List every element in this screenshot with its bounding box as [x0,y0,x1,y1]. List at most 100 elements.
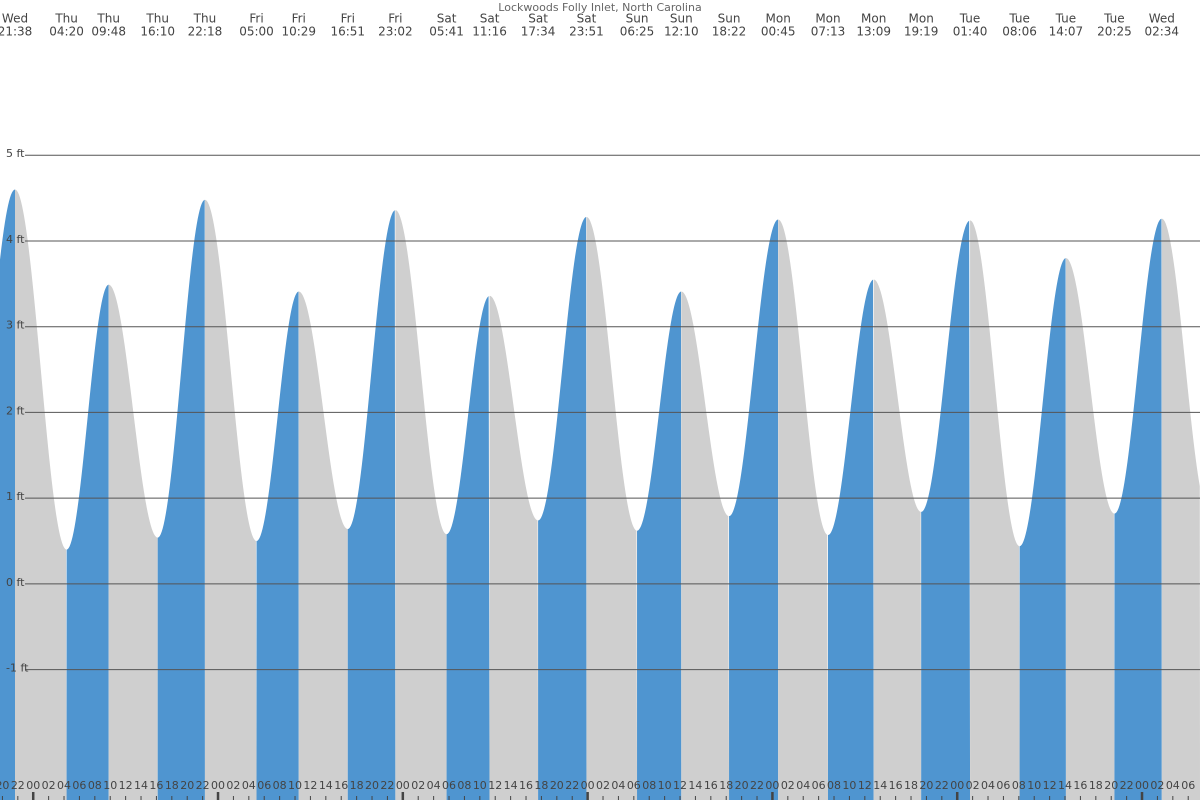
x-tick-label: 04 [1166,779,1180,792]
tide-segment [157,199,205,800]
extreme-time: 16:10 [140,25,175,39]
extreme-day: Fri [341,12,355,26]
x-tick-label: 02 [411,779,425,792]
x-tick-label: 02 [42,779,56,792]
x-tick-label: 00 [1135,779,1149,792]
x-tick-label: 10 [288,779,302,792]
x-tick-label: 04 [427,779,441,792]
extreme-day: Thu [193,12,217,26]
tide-segment [729,219,779,800]
x-tick-label: 00 [765,779,779,792]
x-tick-label: 14 [504,779,518,792]
x-tick-label: 22 [750,779,764,792]
extreme-time: 13:09 [856,25,891,39]
tide-segment [637,291,682,800]
x-tick-label: 14 [1058,779,1072,792]
x-tick-label: 00 [211,779,225,792]
x-tick-label: 06 [627,779,641,792]
tide-segment [538,216,587,800]
x-tick-label: 06 [72,779,86,792]
x-tick-label: 02 [596,779,610,792]
x-tick-label: 10 [473,779,487,792]
x-tick-label: 06 [257,779,271,792]
tide-segment [395,210,447,800]
extreme-day: Sun [670,12,693,26]
tide-segment [108,284,158,800]
tide-segment [298,291,348,800]
tide-segment [489,295,539,800]
x-tick-label: 16 [889,779,903,792]
x-tick-label: 20 [180,779,194,792]
extreme-time: 21:38 [0,25,32,39]
x-tick-label: 02 [1150,779,1164,792]
tide-segment [1019,258,1066,800]
extreme-day: Sat [437,12,457,26]
extreme-day: Mon [766,12,791,26]
x-tick-label: 18 [534,779,548,792]
x-tick-label: 04 [57,779,71,792]
extreme-time: 00:45 [761,25,796,39]
extreme-day: Sat [577,12,597,26]
x-tick-label: 06 [1181,779,1195,792]
extreme-day: Thu [96,12,120,26]
extreme-time: 10:29 [281,25,316,39]
y-tick-label: -1 ft [6,662,29,675]
x-tick-label: 22 [380,779,394,792]
x-tick-label: 20 [1104,779,1118,792]
x-tick-label: 12 [1043,779,1057,792]
x-tick-label: 00 [950,779,964,792]
tide-segment [256,291,299,800]
x-tick-label: 08 [1012,779,1026,792]
x-tick-label: 18 [719,779,733,792]
extreme-day: Wed [1149,12,1175,26]
x-tick-label: 16 [519,779,533,792]
x-tick-label: 08 [642,779,656,792]
tide-segment [1065,258,1115,800]
tide-segment [0,189,15,800]
extreme-day: Mon [861,12,886,26]
x-tick-label: 16 [149,779,163,792]
extreme-day: Tue [1103,12,1125,26]
extreme-time: 12:10 [664,25,699,39]
x-tick-label: 12 [303,779,317,792]
extreme-time: 04:20 [49,25,84,39]
x-tick-label: 22 [196,779,210,792]
extreme-day: Fri [249,12,263,26]
x-tick-label: 04 [796,779,810,792]
y-tick-label: 0 ft [6,576,25,589]
tide-segment [15,189,67,800]
x-tick-label: 04 [611,779,625,792]
x-tick-label: 12 [119,779,133,792]
x-tick-label: 02 [966,779,980,792]
extreme-day: Wed [2,12,28,26]
x-tick-label: 16 [334,779,348,792]
x-tick-label: 16 [1073,779,1087,792]
extreme-time: 01:40 [953,25,988,39]
tide-segment [970,220,1020,800]
extreme-day: Fri [388,12,402,26]
y-tick-label: 2 ft [6,404,25,417]
x-tick-label: 10 [842,779,856,792]
chart-title: Lockwoods Folly Inlet, North Carolina [498,1,701,14]
extreme-time: 18:22 [712,25,747,39]
extreme-time: 11:16 [472,25,507,39]
extreme-time: 23:51 [569,25,604,39]
extreme-day: Sat [528,12,548,26]
x-tick-label: 02 [781,779,795,792]
x-tick-label: 14 [873,779,887,792]
x-tick-label: 20 [365,779,379,792]
x-tick-label: 22 [565,779,579,792]
x-tick-label: 08 [88,779,102,792]
tide-segment [1161,218,1200,800]
x-tick-label: 20 [919,779,933,792]
x-tick-label: 08 [457,779,471,792]
extreme-day: Sat [480,12,500,26]
extreme-time: 16:51 [330,25,365,39]
extreme-time: 09:48 [91,25,126,39]
tide-segment [204,199,257,800]
extreme-day: Sun [626,12,649,26]
extreme-time: 08:06 [1002,25,1037,39]
extreme-day: Mon [909,12,934,26]
